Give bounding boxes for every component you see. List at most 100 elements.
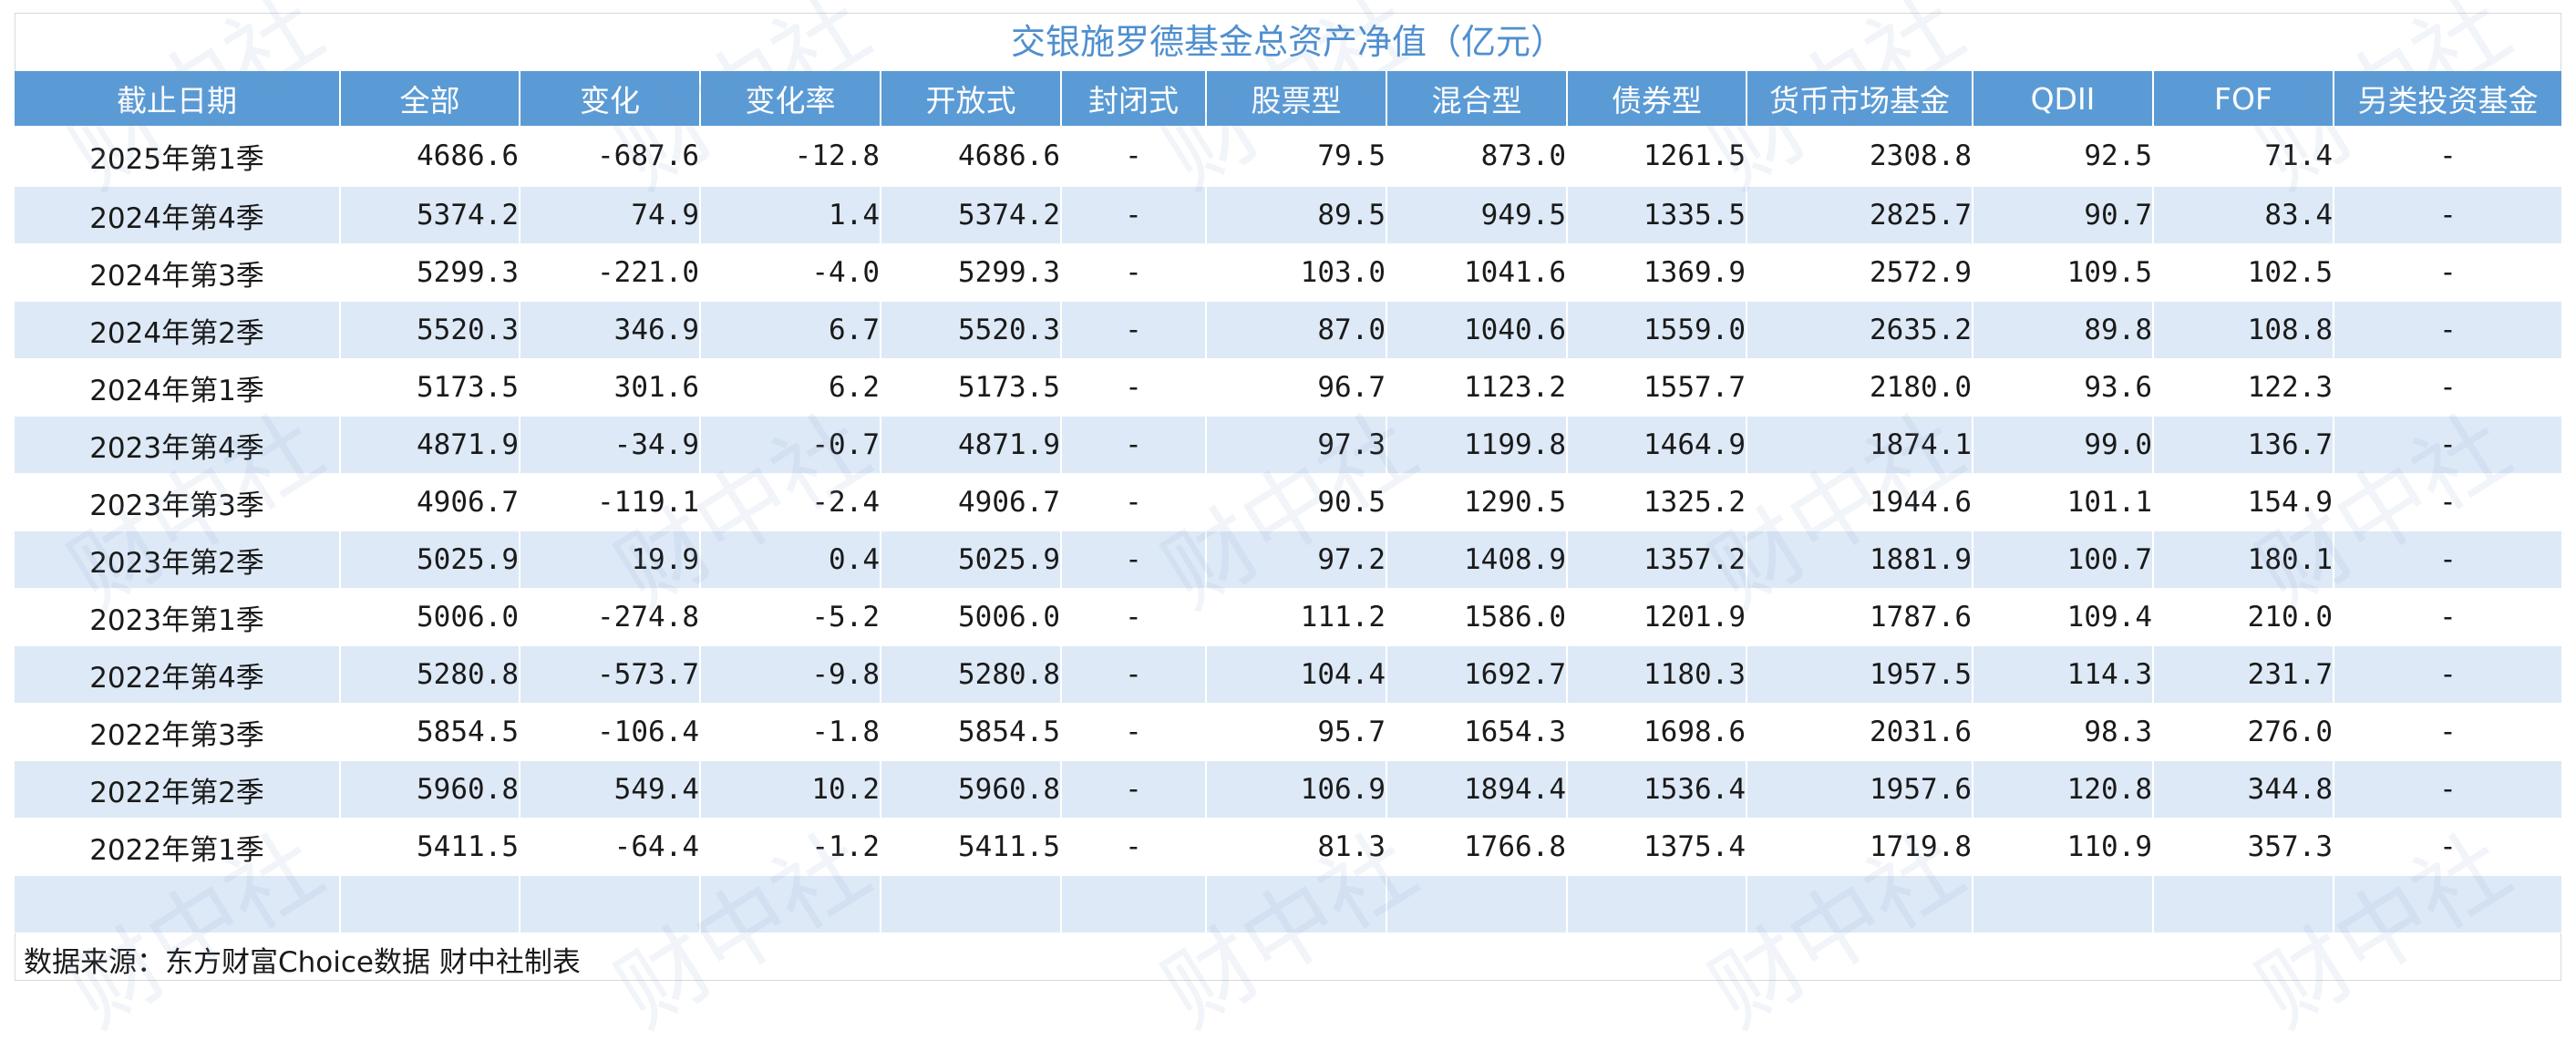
table-row: 2025年第1季 4686.6 -687.6 -12.8 4686.6-79.5 873.…: [15, 126, 2561, 187]
value-cell: -: [2334, 818, 2561, 876]
value-cell: 1957.6: [1747, 760, 1973, 819]
value-cell: -4.0: [700, 243, 881, 302]
value-cell: 1881.9: [1747, 531, 1973, 589]
table-row: 2022年第3季 5854.5 -106.4 -1.8 5854.5-95.7 1654.…: [15, 703, 2561, 761]
date-cell: 2022年第4季: [15, 645, 341, 704]
value-cell: 1894.4: [1386, 760, 1568, 819]
value-cell: 19.9: [520, 531, 701, 589]
value-cell: 5854.5: [881, 703, 1062, 761]
value-cell: 549.4: [520, 760, 701, 819]
value-cell: -9.8: [700, 645, 881, 704]
value-cell: 346.9: [520, 301, 701, 359]
value-cell: 5411.5: [881, 818, 1062, 876]
date-cell: 2023年第1季: [15, 588, 341, 646]
value-cell: -573.7: [520, 645, 701, 704]
value-cell: 93.6: [1973, 358, 2154, 417]
value-cell: 100.7: [1973, 531, 2154, 589]
value-cell: -: [2334, 416, 2561, 474]
value-cell: -5.2: [700, 588, 881, 646]
value-cell: 5006.0: [340, 588, 520, 646]
value-cell: 5960.8: [881, 760, 1062, 819]
value-cell: -: [2334, 703, 2561, 761]
value-cell: 5299.3: [340, 243, 520, 302]
value-cell: 110.9: [1973, 818, 2154, 876]
value-cell: 97.3: [1206, 416, 1387, 474]
value-cell: -: [1061, 473, 1207, 531]
value-cell: -1.8: [700, 703, 881, 761]
empty-cell: [1386, 875, 1568, 933]
date-cell: 2024年第3季: [15, 243, 341, 302]
value-cell: 1957.5: [1747, 645, 1973, 704]
value-cell: -34.9: [520, 416, 701, 474]
value-cell: 5374.2: [881, 186, 1062, 244]
value-cell: -: [2334, 531, 2561, 589]
value-cell: 5173.5: [881, 358, 1062, 417]
value-cell: -: [1061, 703, 1207, 761]
date-cell: 2024年第4季: [15, 186, 341, 244]
value-cell: 96.7: [1206, 358, 1387, 417]
value-cell: 6.2: [700, 358, 881, 417]
column-header: 封闭式: [1061, 71, 1207, 126]
value-cell: 5520.3: [340, 301, 520, 359]
value-cell: 2825.7: [1747, 186, 1973, 244]
data-table: 截止日期 全部 变化 变化率 开放式 封闭式 股票型 混合型 债券型 货币市场基金 QDII FOF 另…: [15, 71, 2561, 933]
value-cell: 89.8: [1973, 301, 2154, 359]
value-cell: 5854.5: [340, 703, 520, 761]
column-header: 货币市场基金: [1747, 71, 1973, 126]
value-cell: 1040.6: [1386, 301, 1568, 359]
empty-cell: [1061, 875, 1207, 933]
value-cell: 81.3: [1206, 818, 1387, 876]
value-cell: 949.5: [1386, 186, 1568, 244]
value-cell: 111.2: [1206, 588, 1387, 646]
column-header: 债券型: [1567, 71, 1747, 126]
value-cell: 5006.0: [881, 588, 1062, 646]
value-cell: 108.8: [2153, 301, 2334, 359]
column-header: 截止日期: [15, 71, 341, 126]
value-cell: -: [1061, 186, 1207, 244]
value-cell: 1041.6: [1386, 243, 1568, 302]
value-cell: 89.5: [1206, 186, 1387, 244]
value-cell: 1559.0: [1567, 301, 1747, 359]
value-cell: 102.5: [2153, 243, 2334, 302]
value-cell: 2635.2: [1747, 301, 1973, 359]
value-cell: 90.5: [1206, 473, 1387, 531]
value-cell: -: [2334, 301, 2561, 359]
value-cell: -: [1061, 531, 1207, 589]
column-header: 变化率: [700, 71, 881, 126]
value-cell: 276.0: [2153, 703, 2334, 761]
table-row: 2023年第3季 4906.7 -119.1 -2.4 4906.7-90.5 1290.…: [15, 473, 2561, 531]
value-cell: 1944.6: [1747, 473, 1973, 531]
header-row: 截止日期 全部 变化 变化率 开放式 封闭式 股票型 混合型 债券型 货币市场基金 QDII FOF 另…: [15, 71, 2561, 126]
value-cell: 210.0: [2153, 588, 2334, 646]
value-cell: 1586.0: [1386, 588, 1568, 646]
date-cell: 2023年第4季: [15, 416, 341, 474]
value-cell: 5411.5: [340, 818, 520, 876]
value-cell: 2308.8: [1747, 126, 1973, 187]
value-cell: 83.4: [2153, 186, 2334, 244]
value-cell: 122.3: [2153, 358, 2334, 417]
value-cell: -274.8: [520, 588, 701, 646]
value-cell: 5374.2: [340, 186, 520, 244]
value-cell: 74.9: [520, 186, 701, 244]
value-cell: -: [1061, 243, 1207, 302]
table-row: 2023年第1季 5006.0 -274.8 -5.2 5006.0-111.2 1586…: [15, 588, 2561, 646]
value-cell: 109.4: [1973, 588, 2154, 646]
date-cell: 2025年第1季: [15, 126, 341, 187]
value-cell: -: [2334, 243, 2561, 302]
value-cell: -: [1061, 416, 1207, 474]
table-row: 2024年第2季 5520.3 346.9 6.7 5520.3-87.0 1040.6 1…: [15, 301, 2561, 359]
empty-cell: [15, 875, 341, 933]
value-cell: 1180.3: [1567, 645, 1747, 704]
value-cell: 103.0: [1206, 243, 1387, 302]
empty-cell: [881, 875, 1062, 933]
value-cell: 1874.1: [1747, 416, 1973, 474]
value-cell: -: [2334, 588, 2561, 646]
value-cell: 1698.6: [1567, 703, 1747, 761]
column-header: QDII: [1973, 71, 2154, 126]
value-cell: 1787.6: [1747, 588, 1973, 646]
column-header: 另类投资基金: [2334, 71, 2561, 126]
value-cell: 5025.9: [340, 531, 520, 589]
empty-cell: [1973, 875, 2154, 933]
value-cell: 1536.4: [1567, 760, 1747, 819]
value-cell: 4871.9: [340, 416, 520, 474]
